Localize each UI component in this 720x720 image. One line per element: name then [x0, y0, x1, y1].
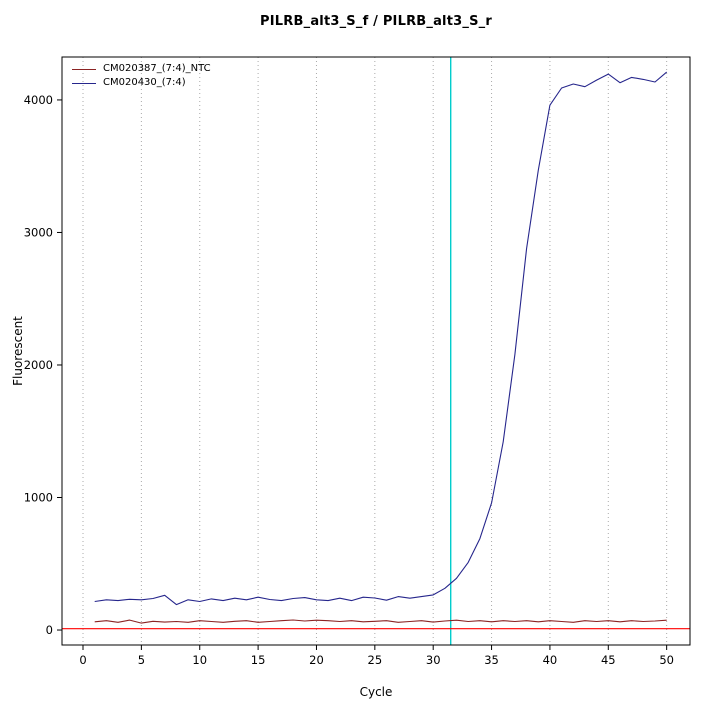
y-tick-label: 2000	[24, 358, 53, 372]
x-tick-label: 40	[543, 653, 558, 667]
series-line-CM020387_(7:4)_NTC	[94, 619, 667, 624]
legend-swatch	[72, 68, 96, 70]
x-tick-label: 10	[192, 653, 207, 667]
legend-label: CM020387_(7:4)_NTC	[103, 63, 211, 74]
legend-item-sample: CM020430_(7:4)	[72, 76, 211, 90]
legend-label: CM020430_(7:4)	[103, 77, 186, 88]
x-tick-label: 0	[79, 653, 86, 667]
y-tick-label: 0	[46, 623, 53, 637]
legend-swatch	[72, 82, 96, 84]
plot-border	[61, 56, 691, 646]
legend: CM020387_(7:4)_NTC CM020430_(7:4)	[72, 62, 211, 90]
x-tick-label: 35	[484, 653, 499, 667]
x-tick-label: 15	[251, 653, 266, 667]
x-tick-label: 45	[601, 653, 616, 667]
x-tick-label: 30	[426, 653, 441, 667]
x-tick-label: 25	[368, 653, 383, 667]
series-line-CM020430_(7:4)	[94, 71, 668, 606]
x-axis-title: Cycle	[359, 685, 393, 699]
x-tick-label: 20	[309, 653, 324, 667]
y-tick-label: 4000	[24, 93, 53, 107]
y-tick-label: 3000	[24, 225, 53, 239]
chart-title: PILRB_alt3_S_f / PILRB_alt3_S_r	[260, 14, 492, 29]
y-tick-label: 1000	[24, 491, 53, 505]
legend-item-ntc: CM020387_(7:4)_NTC	[72, 62, 211, 76]
x-tick-label: 50	[659, 653, 674, 667]
x-tick-label: 5	[138, 653, 145, 667]
